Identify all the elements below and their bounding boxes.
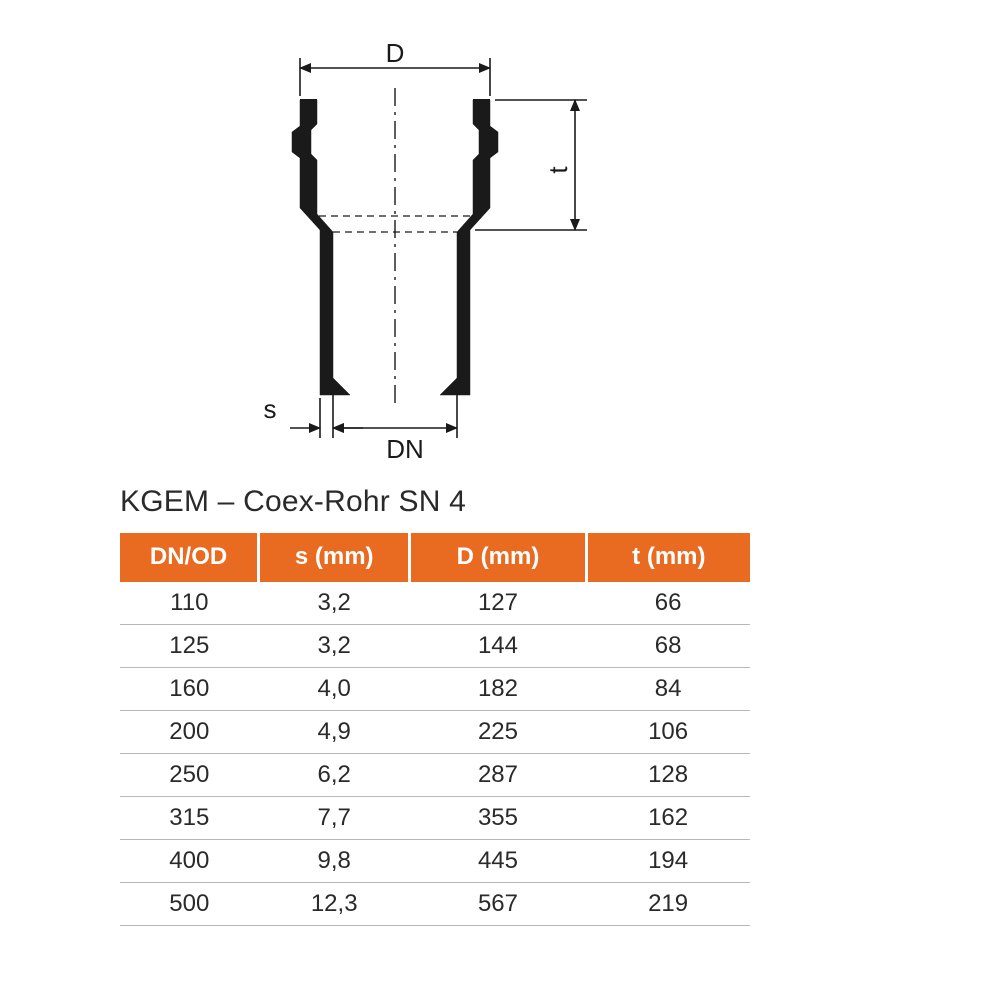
table-cell: 68 xyxy=(586,625,750,668)
table-header-cell: D (mm) xyxy=(410,533,586,582)
table-cell: 66 xyxy=(586,582,750,625)
table-cell: 225 xyxy=(410,711,586,754)
table-row: 2004,9225106 xyxy=(120,711,750,754)
table-cell: 7,7 xyxy=(259,797,410,840)
table-cell: 194 xyxy=(586,840,750,883)
table-header-cell: DN/OD xyxy=(120,533,259,582)
table-cell: 3,2 xyxy=(259,625,410,668)
pipe-wall-right xyxy=(440,100,498,395)
table-cell: 110 xyxy=(120,582,259,625)
table-header-row: DN/ODs (mm)D (mm)t (mm) xyxy=(120,533,750,582)
spec-table-area: KGEM – Coex-Rohr SN 4 DN/ODs (mm)D (mm)t… xyxy=(120,485,750,926)
table-cell: 6,2 xyxy=(259,754,410,797)
table-cell: 125 xyxy=(120,625,259,668)
table-cell: 200 xyxy=(120,711,259,754)
table-cell: 106 xyxy=(586,711,750,754)
table-cell: 128 xyxy=(586,754,750,797)
table-cell: 4,0 xyxy=(259,668,410,711)
table-cell: 219 xyxy=(586,883,750,926)
pipe-diagram-svg: D t s DN xyxy=(195,40,655,460)
table-cell: 9,8 xyxy=(259,840,410,883)
table-cell: 500 xyxy=(120,883,259,926)
table-cell: 355 xyxy=(410,797,586,840)
table-row: 1103,212766 xyxy=(120,582,750,625)
dimension-t: t xyxy=(475,100,587,230)
table-header-cell: s (mm) xyxy=(259,533,410,582)
dimension-D: D xyxy=(300,40,490,96)
table-row: 1253,214468 xyxy=(120,625,750,668)
table-cell: 400 xyxy=(120,840,259,883)
table-cell: 160 xyxy=(120,668,259,711)
pipe-wall-left xyxy=(292,100,350,395)
table-row: 3157,7355162 xyxy=(120,797,750,840)
table-cell: 182 xyxy=(410,668,586,711)
pipe-diagram: D t s DN xyxy=(195,40,655,460)
table-row: 4009,8445194 xyxy=(120,840,750,883)
table-header-cell: t (mm) xyxy=(586,533,750,582)
table-cell: 127 xyxy=(410,582,586,625)
label-t: t xyxy=(543,166,573,174)
table-row: 1604,018284 xyxy=(120,668,750,711)
table-cell: 84 xyxy=(586,668,750,711)
spec-table: DN/ODs (mm)D (mm)t (mm) 1103,2127661253,… xyxy=(120,533,750,926)
table-cell: 4,9 xyxy=(259,711,410,754)
table-cell: 12,3 xyxy=(259,883,410,926)
table-cell: 287 xyxy=(410,754,586,797)
table-cell: 3,2 xyxy=(259,582,410,625)
table-cell: 315 xyxy=(120,797,259,840)
table-cell: 445 xyxy=(410,840,586,883)
table-body: 1103,2127661253,2144681604,0182842004,92… xyxy=(120,582,750,926)
table-row: 2506,2287128 xyxy=(120,754,750,797)
table-row: 50012,3567219 xyxy=(120,883,750,926)
table-title: KGEM – Coex-Rohr SN 4 xyxy=(120,485,750,519)
table-cell: 162 xyxy=(586,797,750,840)
table-cell: 567 xyxy=(410,883,586,926)
label-D: D xyxy=(386,40,405,68)
label-DN: DN xyxy=(386,434,424,460)
label-s: s xyxy=(264,394,277,424)
table-cell: 250 xyxy=(120,754,259,797)
table-cell: 144 xyxy=(410,625,586,668)
